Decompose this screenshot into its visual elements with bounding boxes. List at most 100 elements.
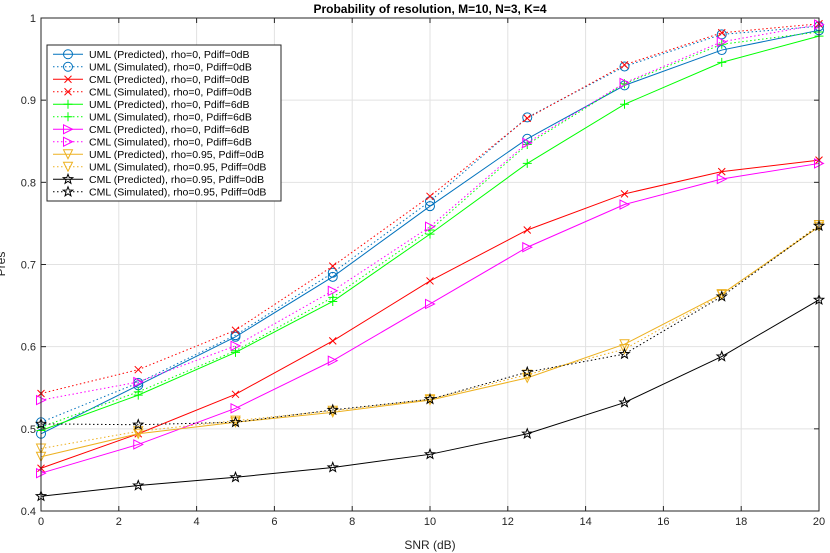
data-point [522, 241, 533, 253]
data-point [523, 226, 532, 234]
data-point [716, 36, 728, 48]
data-point [132, 428, 144, 440]
legend-label: UML (Simulated), rho=0.95, Pdiff=0dB [89, 162, 266, 174]
data-point [426, 192, 434, 201]
legend-marker [63, 136, 74, 148]
data-point [134, 365, 143, 374]
legend-label: CML (Simulated), rho=0, Pdiff=0dB [89, 87, 252, 99]
data-point [620, 60, 629, 69]
legend-item: CML (Predicted), rho=0.95, Pdiff=0dB [53, 172, 264, 186]
x-tick-label: 12 [502, 516, 514, 528]
legend-marker [63, 99, 73, 109]
x-tick-label: 16 [657, 516, 669, 528]
data-point [620, 99, 629, 109]
data-point [522, 137, 533, 149]
x-tick-label: 14 [579, 516, 591, 528]
legend-label: UML (Predicted), rho=0.95, Pdiff=0dB [89, 149, 264, 161]
series-8 [36, 19, 825, 406]
data-point [327, 285, 339, 297]
legend-marker [63, 49, 73, 60]
legend-item: CML (Simulated), rho=0, Pdiff=6dB [53, 136, 252, 149]
data-point [618, 396, 631, 408]
data-point [326, 461, 339, 473]
data-point [715, 350, 728, 362]
data-point [231, 390, 240, 399]
y-tick-label: 0.8 [21, 177, 36, 189]
legend-label: CML (Simulated), rho=0.95, Pdiff=0dB [89, 187, 266, 199]
data-point [619, 344, 630, 355]
data-point [230, 402, 242, 414]
legend-label: CML (Predicted), rho=0.95, Pdiff=0dB [89, 174, 264, 186]
y-tick-label: 0.7 [21, 260, 36, 272]
data-point [717, 57, 727, 67]
y-tick-label: 0.9 [21, 95, 36, 107]
ticks: 0 2 4 6 8 10 12 14 16 18 20 0.4 0.5 0.6 0.7 0.8 0.9 1 [21, 13, 825, 528]
y-tick-label: 0.5 [21, 424, 36, 436]
data-point [328, 262, 337, 270]
legend-item: CML (Simulated), rho=0, Pdiff=0dB [53, 87, 252, 99]
legend-marker [61, 172, 75, 185]
series-line [40, 226, 820, 458]
data-point [425, 298, 436, 310]
data-point [426, 277, 434, 285]
data-point [620, 189, 629, 198]
data-point [328, 337, 337, 345]
x-tick-label: 10 [424, 516, 436, 528]
data-point [133, 376, 144, 388]
legend-item: CML (Simulated), rho=0.95, Pdiff=0dB [53, 185, 266, 199]
y-axis-label: Pres [0, 252, 8, 277]
series-line [40, 162, 820, 474]
data-point [327, 355, 339, 366]
data-point [425, 221, 436, 233]
data-point [231, 326, 240, 335]
data-point [619, 61, 630, 72]
data-point [229, 415, 242, 428]
y-tick-label: 0.6 [21, 342, 36, 354]
x-tick-label: 6 [271, 516, 277, 528]
legend-marker [64, 87, 72, 96]
series-line [40, 299, 820, 497]
data-point [716, 173, 728, 185]
data-point [327, 267, 338, 278]
data-point [132, 418, 145, 430]
data-point [328, 292, 338, 302]
data-point [229, 470, 242, 483]
legend-item: UML (Simulated), rho=0.95, Pdiff=0dB [53, 162, 266, 174]
series-11 [34, 293, 826, 502]
data-point [716, 29, 727, 40]
legend-label: UML (Simulated), rho=0, Pdiff=0dB [89, 62, 252, 74]
x-tick-label: 2 [116, 516, 122, 528]
data-point [230, 340, 242, 352]
legend-item: UML (Predicted), rho=0.95, Pdiff=0dB [53, 149, 264, 161]
legend-item: UML (Predicted), rho=0, Pdiff=6dB [53, 99, 250, 111]
data-point [423, 447, 437, 460]
x-tick-label: 4 [194, 516, 200, 528]
legend-item: CML (Predicted), rho=0, Pdiff=6dB [53, 123, 250, 136]
x-tick-label: 20 [813, 516, 825, 528]
data-point [133, 387, 143, 397]
x-tick-label: 0 [38, 516, 44, 528]
data-point [521, 427, 534, 439]
data-point [717, 167, 726, 176]
data-point [619, 199, 631, 210]
data-point [715, 290, 728, 302]
series-line [40, 224, 820, 450]
legend-item: UML (Simulated), rho=0, Pdiff=0dB [53, 62, 252, 74]
legend-marker [61, 185, 75, 197]
data-point [523, 114, 532, 123]
legend-marker [63, 61, 73, 72]
data-point [522, 158, 532, 168]
legend-label: CML (Predicted), rho=0, Pdiff=6dB [89, 124, 250, 136]
x-tick-label: 8 [349, 516, 355, 528]
data-point [133, 439, 144, 450]
legend-label: UML (Predicted), rho=0, Pdiff=0dB [89, 49, 250, 61]
legend-label: UML (Predicted), rho=0, Pdiff=6dB [89, 99, 250, 111]
data-point [619, 77, 631, 89]
legend-marker [64, 75, 72, 84]
data-point [423, 392, 437, 405]
data-point [132, 479, 145, 491]
series-line [40, 25, 820, 423]
data-point [717, 28, 726, 37]
